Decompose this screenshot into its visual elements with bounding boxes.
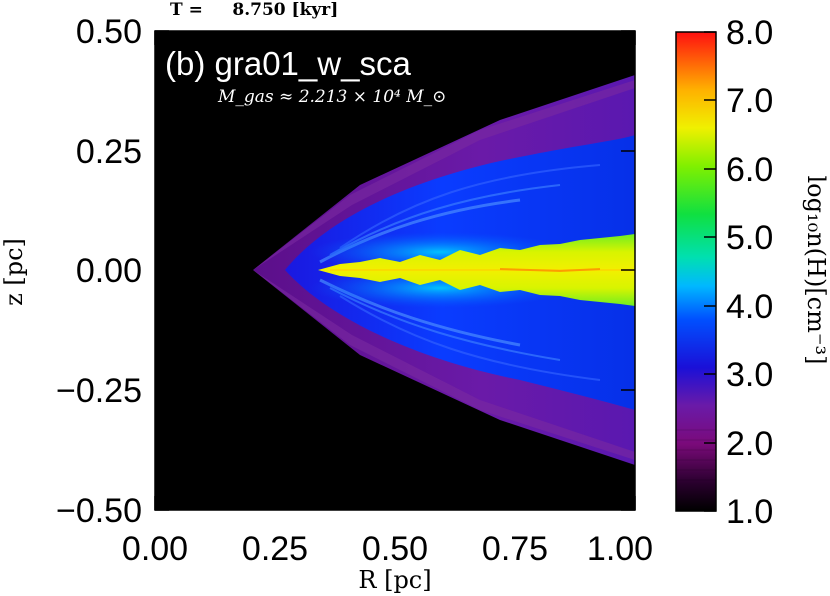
colorbar-tick-label: 3.0 xyxy=(726,356,773,394)
x-axis-label: R [pc] xyxy=(358,566,431,594)
colorbar-frame xyxy=(675,31,717,512)
colorbar-tick-label: 8.0 xyxy=(726,14,773,52)
y-ticks xyxy=(155,30,635,511)
outflow-cone-outer-rim xyxy=(253,80,635,270)
colorbar: 8.0 7.0 6.0 5.0 4.0 3.0 2.0 1.0 log₁₀n(H… xyxy=(675,14,830,531)
colorbar-gradient xyxy=(676,32,716,511)
y-tick-label: 0.50 xyxy=(76,13,142,51)
plot-area xyxy=(155,31,635,510)
y-tick-label: 0.25 xyxy=(76,133,142,171)
y-tick-label: 0.00 xyxy=(76,252,142,290)
colorbar-tick-label: 4.0 xyxy=(726,288,773,326)
x-tick-label: 0.00 xyxy=(122,530,188,568)
x-tick-label: 0.50 xyxy=(362,530,428,568)
x-tick-label: 0.25 xyxy=(242,530,308,568)
y-axis-label: z [pc] xyxy=(0,238,28,306)
x-tick-label: 1.00 xyxy=(587,530,653,568)
gas-mass-label: M_gas ≈ 2.213 × 10⁴ M_⊙ xyxy=(217,87,446,107)
x-tick-labels: 0.00 0.25 0.50 0.75 1.00 xyxy=(122,530,653,568)
colorbar-tick-label: 5.0 xyxy=(726,219,773,257)
colorbar-bands xyxy=(676,429,716,481)
panel-title: (b) gra01_w_sca xyxy=(165,45,411,82)
colorbar-tick-label: 1.0 xyxy=(726,493,773,531)
colorbar-label: log₁₀n(H)[cm⁻³] xyxy=(802,175,830,364)
y-tick-label: −0.25 xyxy=(56,372,142,410)
time-label: T = 8.750 [kyr] xyxy=(170,0,338,20)
colorbar-tick-label: 2.0 xyxy=(726,425,773,463)
colorbar-tick-labels: 8.0 7.0 6.0 5.0 4.0 3.0 2.0 1.0 xyxy=(726,14,773,531)
x-ticks xyxy=(154,31,636,510)
colorbar-ticks xyxy=(704,31,716,512)
outflow-cone-outer-rim-lower xyxy=(253,270,635,460)
y-tick-labels: 0.50 0.25 0.00 −0.25 −0.50 xyxy=(56,13,142,530)
y-tick-label: −0.50 xyxy=(56,492,142,530)
disk-hotspot xyxy=(499,268,601,273)
colorbar-tick-label: 7.0 xyxy=(726,82,773,120)
x-tick-label: 0.75 xyxy=(482,530,548,568)
colorbar-tick-label: 6.0 xyxy=(726,151,773,189)
